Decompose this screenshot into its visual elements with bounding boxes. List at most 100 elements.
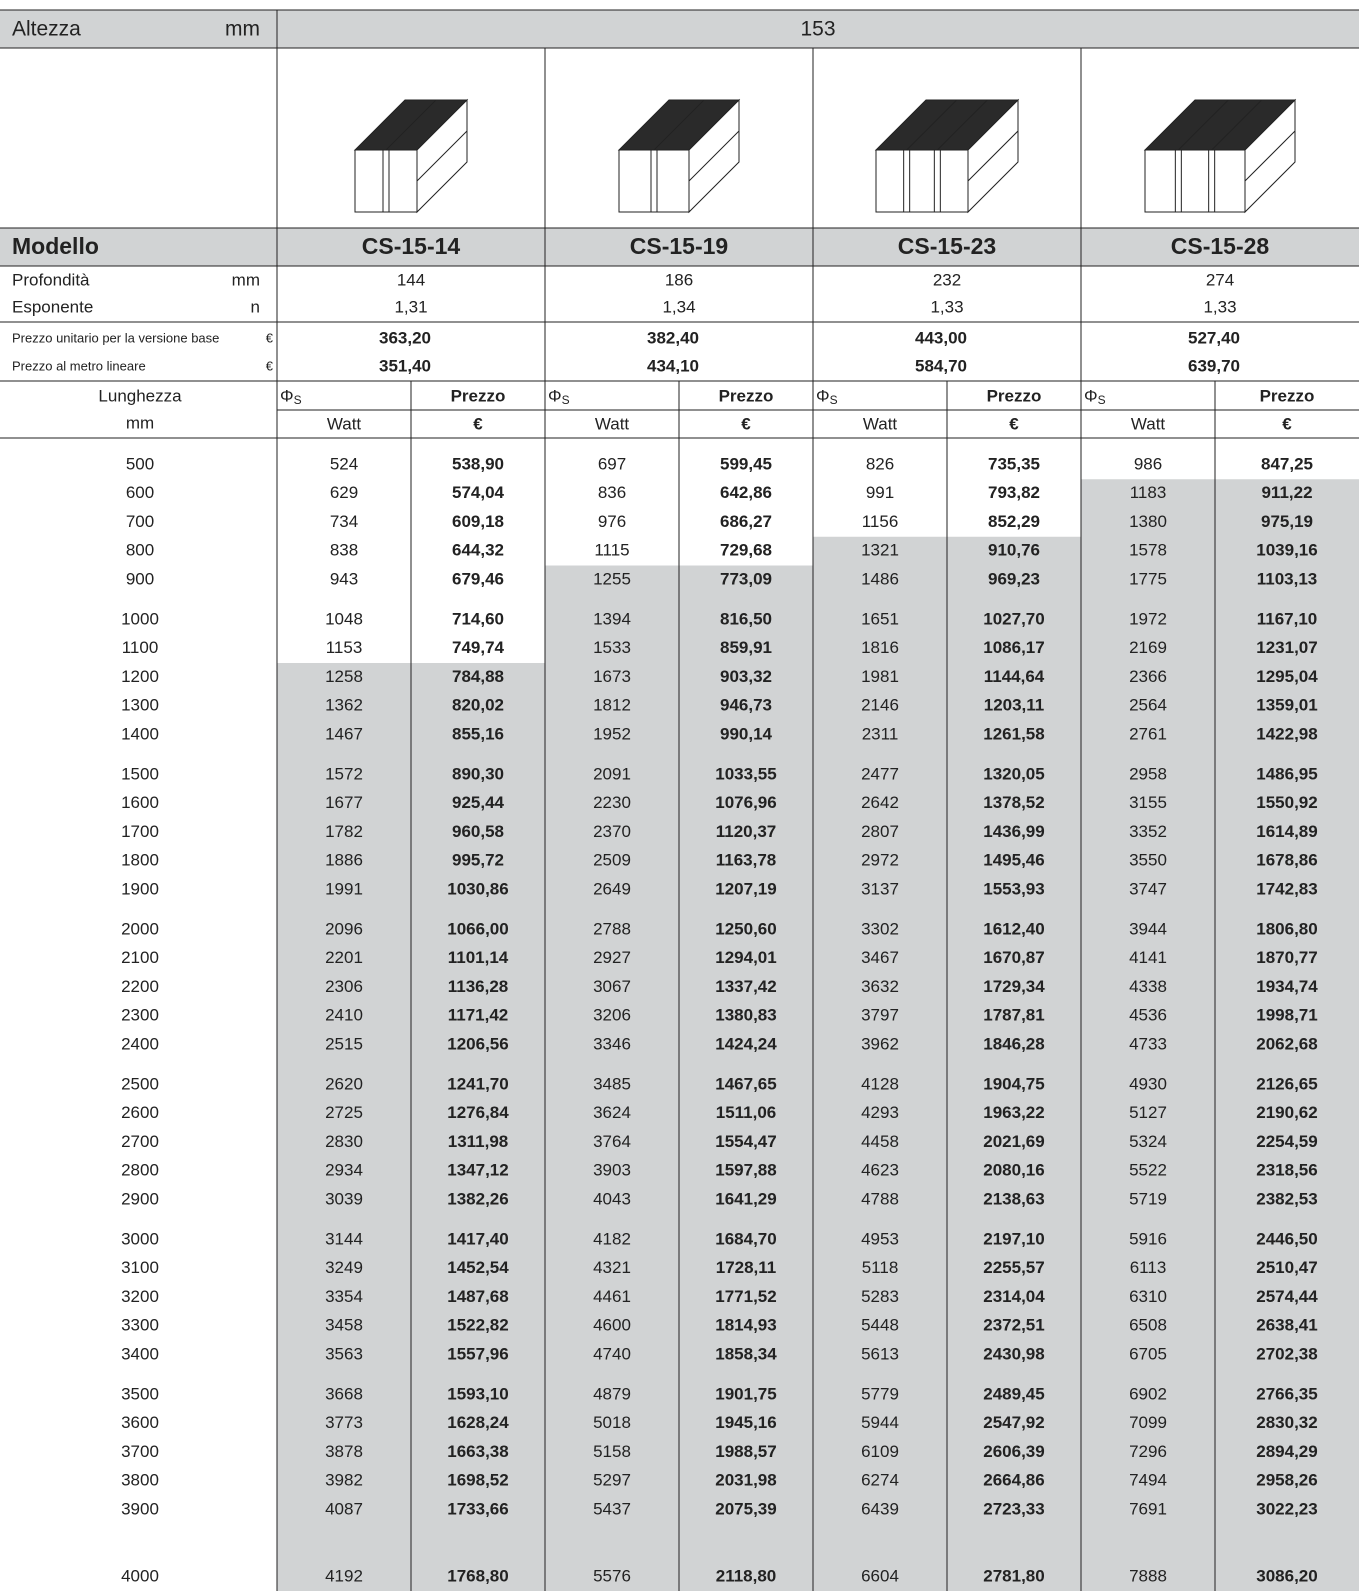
prezzo: 2958,26 [1256, 1471, 1317, 1490]
prezzo: 1086,17 [983, 638, 1044, 657]
watt: 1981 [861, 667, 899, 686]
watt: 2477 [861, 764, 899, 783]
watt: 826 [866, 454, 894, 473]
prezzo: 642,86 [720, 483, 772, 502]
texts: Altezza mm 153 Modello Profondità mm Esponente… [12, 18, 1318, 1586]
modello-band [0, 228, 1359, 266]
esponente: 1,33 [930, 297, 963, 316]
lunghezza: 1900 [121, 879, 159, 898]
grid [0, 9, 1359, 1591]
lunghezza: 1500 [121, 764, 159, 783]
prezzo: 2031,98 [715, 1471, 776, 1490]
icon-fin-top [653, 99, 705, 151]
watt-header: Watt [595, 414, 630, 433]
watt: 6113 [1130, 1258, 1167, 1277]
model-name: CS-15-19 [630, 233, 728, 259]
prezzo: 2190,62 [1256, 1103, 1317, 1122]
prezzo: 1597,88 [715, 1161, 776, 1180]
lunghezza: 2800 [121, 1161, 159, 1180]
prezzo: 3086,20 [1256, 1566, 1317, 1585]
phi-header: ΦS [1084, 386, 1106, 407]
prezzo: 735,35 [988, 454, 1040, 473]
profondita: 186 [665, 270, 693, 289]
watt: 3137 [861, 879, 899, 898]
watt: 1952 [593, 724, 631, 743]
watt: 1321 [861, 541, 899, 560]
esponente: 1,31 [394, 297, 427, 316]
profondita: 274 [1206, 270, 1234, 289]
prezzo: 1359,01 [1256, 696, 1317, 715]
watt: 1467 [325, 724, 363, 743]
prezzo: 2021,69 [983, 1132, 1044, 1151]
watt: 1486 [861, 569, 899, 588]
watt: 3485 [593, 1074, 631, 1093]
lunghezza: 1600 [121, 793, 159, 812]
modello-label: Modello [12, 233, 99, 259]
watt: 5018 [593, 1413, 631, 1432]
watt: 3155 [1129, 793, 1167, 812]
lunghezza: 700 [126, 512, 154, 531]
prezzo: 749,74 [452, 638, 505, 657]
phi-header: ΦS [816, 386, 838, 407]
watt: 3563 [325, 1344, 363, 1363]
watt: 7099 [1129, 1413, 1167, 1432]
prezzo: 1998,71 [1256, 1006, 1317, 1025]
prezzo: 1039,16 [1256, 541, 1317, 560]
lunghezza: 2100 [121, 948, 159, 967]
prezzo: 1417,40 [447, 1229, 508, 1248]
prezzo: 2702,38 [1256, 1344, 1317, 1363]
prezzo: 1904,75 [983, 1074, 1044, 1093]
prezzo-unitario-unit: € [266, 330, 274, 345]
watt: 3354 [325, 1287, 363, 1306]
prezzo: 960,58 [452, 822, 504, 841]
watt: 2564 [1129, 696, 1167, 715]
watt: 3982 [325, 1471, 363, 1490]
phi-header: ΦS [548, 386, 570, 407]
prezzo: 644,32 [452, 541, 504, 560]
prezzo: 1206,56 [447, 1034, 508, 1053]
prezzo: 847,25 [1261, 454, 1313, 473]
euro-header: € [741, 414, 751, 433]
prezzo: 729,68 [720, 541, 772, 560]
prezzo: 1066,00 [447, 919, 508, 938]
prezzo: 1670,87 [983, 948, 1044, 967]
lunghezza-unit: mm [126, 413, 154, 432]
watt: 6274 [861, 1471, 899, 1490]
prezzo: 2318,56 [1256, 1161, 1317, 1180]
watt: 3903 [593, 1161, 631, 1180]
watt: 6902 [1129, 1384, 1167, 1403]
prezzo: 2766,35 [1256, 1384, 1317, 1403]
lunghezza: 1700 [121, 822, 159, 841]
prezzo: 574,04 [452, 483, 505, 502]
icon-fin-top [1177, 99, 1229, 151]
watt: 1362 [325, 696, 363, 715]
watt: 7691 [1129, 1499, 1167, 1518]
lunghezza: 900 [126, 569, 154, 588]
watt: 5437 [593, 1499, 631, 1518]
lunghezza: 1000 [121, 609, 159, 628]
prezzo: 2547,92 [983, 1413, 1044, 1432]
watt: 524 [330, 454, 358, 473]
watt: 976 [598, 512, 626, 531]
watt: 4740 [593, 1344, 631, 1363]
icon-side-line [688, 130, 740, 182]
watt: 2620 [325, 1074, 363, 1093]
lunghezza: 4000 [121, 1566, 159, 1585]
prezzo: 2372,51 [983, 1316, 1044, 1335]
watt: 2311 [862, 724, 899, 743]
prezzo: 784,88 [452, 667, 504, 686]
lunghezza: 2900 [121, 1189, 159, 1208]
prezzo: 1144,64 [984, 667, 1045, 686]
watt-header: Watt [863, 414, 898, 433]
prezzo: 1771,52 [715, 1287, 776, 1306]
prezzo: 1171,42 [448, 1006, 509, 1025]
prezzo-metro-unit: € [266, 358, 274, 373]
watt: 4192 [325, 1566, 363, 1585]
watt: 6439 [861, 1499, 899, 1518]
prezzo: 1768,80 [447, 1566, 508, 1585]
watt: 7296 [1129, 1442, 1167, 1461]
prezzo: 1663,38 [447, 1442, 508, 1461]
prezzo: 2510,47 [1256, 1258, 1317, 1277]
prezzo-unitario: 527,40 [1188, 328, 1240, 347]
